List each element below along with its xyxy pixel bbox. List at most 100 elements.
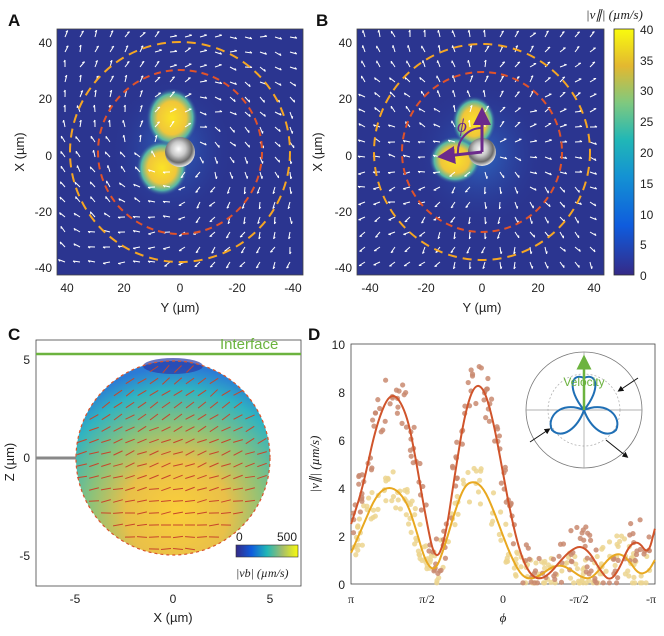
field-arrow-head — [548, 204, 551, 207]
field-arrow — [76, 105, 81, 113]
field-arrow-head — [358, 123, 361, 126]
scatter-point-dark — [552, 576, 558, 582]
field-arrow-head — [594, 142, 597, 145]
field-arrow — [255, 246, 261, 254]
scatter-point-light — [403, 512, 409, 518]
field-arrow — [154, 49, 162, 53]
field-arrow — [499, 30, 504, 38]
field-arrow-head — [453, 236, 456, 240]
field-arrow-head — [147, 260, 151, 263]
field-arrow — [134, 197, 141, 203]
colorbar-tick: 5 — [640, 238, 647, 252]
field-arrow — [73, 243, 81, 248]
scatter-point-light — [631, 574, 637, 581]
field-arrow — [499, 186, 502, 195]
scatter-point-light — [368, 516, 374, 522]
field-arrow-head — [180, 176, 184, 179]
field-arrow — [559, 108, 567, 113]
field-arrow — [169, 64, 177, 68]
field-arrow-head — [87, 246, 91, 249]
field-arrow-head — [579, 170, 583, 173]
field-arrow — [58, 259, 66, 263]
surface-vector — [162, 377, 170, 385]
field-arrow — [139, 61, 145, 68]
field-arrow-head — [59, 181, 62, 185]
colorbar-tick: 30 — [640, 84, 654, 98]
field-arrow — [388, 231, 396, 235]
field-arrow-head — [195, 221, 199, 224]
field-arrow-head — [519, 158, 522, 162]
panel-c-xtick: -5 — [70, 592, 81, 606]
field-arrow — [559, 76, 566, 83]
field-arrow — [358, 93, 366, 98]
field-arrow-head — [239, 235, 243, 238]
field-arrow — [154, 31, 160, 38]
field-arrow-head — [389, 91, 392, 95]
field-arrow — [256, 186, 261, 194]
scatter-point-dark — [587, 537, 594, 543]
surface-vector — [149, 462, 159, 468]
surface-vector — [257, 474, 267, 480]
field-arrow-head — [278, 144, 281, 147]
scatter-point-light — [372, 513, 378, 519]
surface-vector — [172, 547, 184, 551]
field-arrow-head — [73, 228, 76, 231]
panel-c-inset-min: 0 — [236, 530, 243, 544]
surface-vector — [160, 500, 172, 502]
field-arrow — [359, 246, 366, 252]
field-arrow — [289, 51, 297, 55]
field-arrow-head — [534, 187, 537, 191]
field-arrow — [64, 30, 69, 38]
scatter-point-dark — [568, 558, 574, 564]
field-arrow-head — [156, 60, 160, 63]
surface-vector — [257, 462, 267, 468]
field-arrow — [259, 51, 267, 55]
surface-vector — [197, 474, 207, 480]
surface-vector — [125, 401, 135, 409]
field-arrow-head — [579, 125, 583, 127]
field-arrow — [559, 64, 567, 68]
field-arrow — [199, 64, 207, 68]
scatter-point-dark — [600, 580, 606, 586]
surface-vector — [209, 401, 219, 409]
field-arrow — [469, 105, 473, 113]
field-arrow-head — [140, 120, 144, 123]
field-arrow — [180, 171, 186, 178]
surface-vector — [161, 486, 171, 492]
surface-vector — [197, 389, 207, 397]
field-arrow — [289, 111, 293, 119]
field-arrow — [60, 151, 66, 158]
field-arrow-head — [286, 266, 289, 269]
field-arrow-head — [516, 76, 520, 78]
surface-vector — [125, 438, 135, 444]
field-arrow — [211, 246, 216, 254]
field-arrow — [73, 212, 81, 218]
field-arrow — [589, 246, 596, 253]
surface-vector — [184, 512, 196, 514]
field-arrow — [418, 107, 426, 113]
scatter-point-dark — [403, 389, 409, 396]
field-arrow-head — [278, 159, 281, 163]
panel-c: C Interface -5 0 5 5 0 -5 X (µm) Z (µm) … — [2, 325, 302, 625]
field-arrow — [451, 120, 456, 128]
field-arrow — [499, 106, 506, 113]
field-arrow — [434, 261, 441, 267]
field-arrow — [214, 141, 220, 148]
panel-a-particle — [165, 137, 195, 167]
field-arrow — [589, 231, 597, 236]
field-arrow — [184, 122, 192, 128]
scatter-point-dark — [483, 415, 489, 421]
panel-b-y-ticks: 40 20 0 -20 -40 — [335, 36, 353, 275]
field-arrow — [257, 216, 261, 224]
panel-a-y-label: X (µm) — [12, 132, 27, 171]
surface-vector — [184, 536, 196, 538]
surface-vector — [245, 414, 255, 420]
scatter-point-dark — [356, 481, 362, 487]
scatter-point-dark — [528, 579, 534, 585]
field-arrow — [79, 120, 82, 128]
scatter-point-dark — [628, 520, 634, 527]
field-arrow — [482, 261, 486, 269]
field-arrow-head — [484, 191, 487, 195]
field-arrow — [421, 216, 426, 224]
surface-vector — [161, 439, 171, 443]
